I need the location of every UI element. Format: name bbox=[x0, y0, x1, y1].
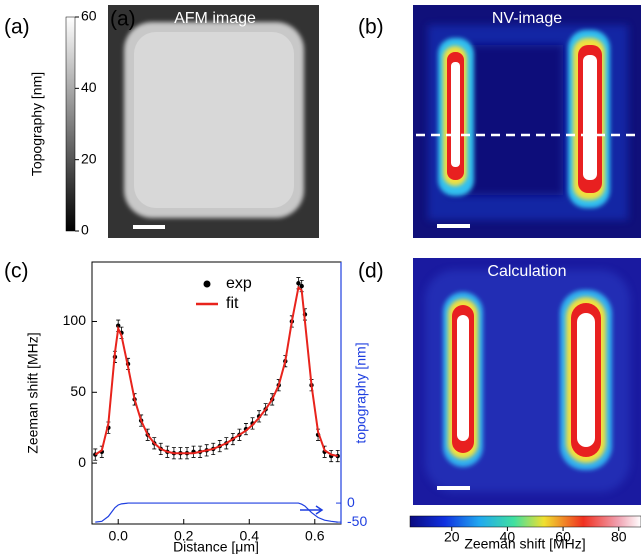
colorbar-label: Zeeman shift [MHz] bbox=[464, 536, 585, 552]
colorbar-tick-label: 40 bbox=[81, 79, 97, 95]
x-tick-label: 0.6 bbox=[305, 528, 325, 544]
nv-image bbox=[413, 5, 641, 238]
panel-label: (d) bbox=[358, 260, 384, 283]
x-tick-label: 0.0 bbox=[108, 528, 128, 544]
y-tick-label: 100 bbox=[63, 312, 87, 328]
data-point bbox=[299, 283, 304, 289]
legend-label: exp bbox=[226, 275, 252, 292]
colorbar-tick-label: 0 bbox=[81, 222, 89, 238]
colorbar-label: Topography [nm] bbox=[29, 72, 45, 176]
y2-tick-label: 0 bbox=[347, 494, 355, 510]
x-tick-label: 0.4 bbox=[240, 528, 260, 544]
colorbar-tick-label: 40 bbox=[500, 529, 516, 545]
y-axis-label: Zeeman shift [MHz] bbox=[25, 332, 41, 453]
legend-label: fit bbox=[226, 295, 239, 312]
y-tick-label: 50 bbox=[70, 383, 86, 399]
zeeman-colorbar bbox=[409, 515, 641, 528]
legend-marker bbox=[203, 280, 211, 288]
x-tick-label: 0.2 bbox=[174, 528, 194, 544]
series-line bbox=[94, 285, 338, 457]
y-tick-label: 0 bbox=[78, 454, 86, 470]
colorbar-tick-label: 80 bbox=[611, 529, 627, 545]
data-point bbox=[296, 281, 301, 286]
panel-label: (c) bbox=[4, 260, 29, 283]
panel-title: Calculation bbox=[487, 263, 566, 280]
panel-label: (b) bbox=[358, 16, 384, 39]
axis-arrow bbox=[300, 505, 324, 515]
calculation-image bbox=[413, 258, 641, 505]
y2-axis-label: topography [nm] bbox=[353, 342, 369, 443]
x-axis-label: Distance [μm] bbox=[173, 539, 259, 554]
colorbar-tick-label: 60 bbox=[555, 529, 571, 545]
afm-image bbox=[108, 5, 319, 238]
colorbar-tick-label: 60 bbox=[81, 8, 97, 24]
panel-label: (a) bbox=[110, 8, 136, 31]
colorbar-tick-label: 20 bbox=[444, 529, 460, 545]
data-point bbox=[116, 323, 121, 328]
colorbar-tick-label: 20 bbox=[81, 150, 97, 166]
afm-colorbar bbox=[65, 16, 76, 232]
panel-label: (a) bbox=[4, 16, 30, 39]
series-line bbox=[95, 502, 338, 523]
panel-title: AFM image bbox=[174, 10, 256, 27]
y2-tick-label: -50 bbox=[347, 513, 367, 529]
panel-title: NV-image bbox=[492, 10, 562, 27]
